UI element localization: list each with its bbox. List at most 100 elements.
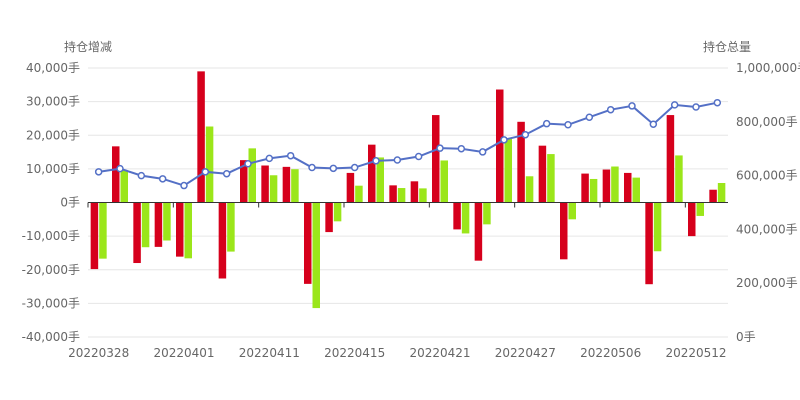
bar-series-a — [261, 165, 269, 203]
left-tick-label: 10,000手 — [26, 162, 80, 176]
bar-series-b — [184, 202, 192, 259]
total-point — [713, 98, 722, 107]
left-tick-label: 20,000手 — [26, 128, 80, 142]
bar-series-a — [346, 172, 355, 203]
bar-series-b — [120, 170, 128, 203]
total-point — [201, 168, 210, 176]
right-tick-label: 400,000手 — [736, 222, 798, 236]
total-point — [628, 102, 636, 110]
bar-series-a — [560, 202, 568, 260]
bar-series-b — [397, 188, 406, 203]
right-tick-label: 200,000手 — [736, 276, 798, 290]
total-point — [94, 168, 103, 176]
x-tick-label: 20220328 — [68, 346, 129, 360]
bar-series-a — [432, 115, 440, 203]
bar-series-b — [355, 185, 363, 203]
left-tick-label: -40,000手 — [22, 330, 80, 344]
bar-series-b — [440, 160, 448, 203]
left-tick-label: -10,000手 — [22, 229, 80, 243]
bar-series-b — [163, 202, 171, 241]
bar-series-a — [133, 202, 141, 264]
total-point — [222, 169, 231, 178]
total-point — [585, 113, 594, 121]
bar-series-b — [653, 202, 662, 252]
bar-series-a — [624, 172, 632, 203]
total-point — [286, 151, 295, 160]
left-tick-label: -30,000手 — [22, 296, 80, 310]
bar-series-a — [709, 189, 717, 203]
bar-series-b — [696, 202, 704, 216]
left-axis-title: 持仓增减 — [64, 39, 112, 54]
x-tick-label: 20220411 — [239, 346, 300, 360]
left-tick-label: -20,000手 — [22, 263, 80, 277]
bar-series-a — [581, 173, 589, 203]
bar-series-a — [325, 202, 333, 233]
x-tick-label: 20220401 — [153, 346, 214, 360]
bar-series-b — [611, 166, 619, 203]
total-point — [692, 103, 700, 111]
total-point — [350, 163, 359, 172]
total-point — [414, 152, 423, 161]
bar-series-a — [666, 115, 675, 203]
axes: 40,000手 30,000手 20,000手 10,000手 0手 -10,000手 -2… — [22, 61, 800, 360]
bar-series-b — [675, 155, 683, 203]
bar-series-b — [504, 138, 512, 203]
total-point — [670, 101, 679, 109]
total-point — [478, 148, 487, 156]
bar-series-b — [376, 157, 384, 203]
bar-series-a — [496, 89, 504, 203]
left-tick-label: 0手 — [60, 196, 80, 210]
total-point — [564, 121, 572, 129]
total-point — [265, 154, 274, 163]
bar-series-a — [154, 202, 163, 247]
total-point — [308, 163, 316, 172]
x-tick-label: 20220512 — [665, 346, 726, 360]
bar-series-b — [525, 176, 534, 203]
bar-series-a — [218, 202, 227, 279]
total-point — [137, 171, 146, 180]
x-tick-label: 20220415 — [324, 346, 385, 360]
total-point — [180, 181, 188, 190]
bar-series-a — [197, 71, 205, 203]
bar-series-a — [474, 202, 483, 261]
bar-series-a — [517, 121, 525, 203]
bar-series-b — [248, 148, 256, 203]
bar-series-b — [205, 126, 214, 203]
series-b-bars — [99, 126, 726, 309]
bar-series-a — [368, 144, 376, 203]
total-point — [372, 157, 380, 165]
total-point — [116, 164, 124, 173]
bar-series-b — [547, 154, 555, 203]
bar-series-a — [688, 202, 696, 237]
bar-series-b — [483, 202, 491, 225]
bar-series-a — [410, 181, 419, 203]
total-point — [649, 120, 658, 128]
bar-series-b — [312, 202, 320, 309]
total-point — [500, 136, 508, 144]
bar-series-a — [538, 145, 547, 203]
bar-series-a — [453, 202, 461, 230]
bar-series-a — [240, 160, 248, 203]
total-line-layer — [94, 98, 722, 190]
bar-series-a — [602, 169, 611, 203]
total-point — [457, 144, 466, 153]
series-a-bars — [90, 71, 717, 285]
right-tick-label: 800,000手 — [736, 115, 798, 129]
total-point — [393, 156, 402, 164]
x-tick-label: 20220427 — [495, 346, 556, 360]
left-tick-label: 40,000手 — [26, 61, 80, 75]
bar-series-b — [227, 202, 235, 252]
bar-series-a — [389, 185, 397, 203]
bar-series-a — [282, 166, 291, 203]
x-tick-label: 20220506 — [580, 346, 641, 360]
left-tick-label: 30,000手 — [26, 95, 80, 109]
bar-series-b — [589, 178, 598, 203]
total-point — [158, 175, 167, 183]
bar-series-a — [645, 202, 653, 285]
total-point — [521, 130, 530, 139]
bar-series-a — [176, 202, 184, 257]
bar-series-a — [90, 202, 99, 270]
bar-series-b — [419, 188, 427, 203]
total-point — [606, 105, 615, 114]
